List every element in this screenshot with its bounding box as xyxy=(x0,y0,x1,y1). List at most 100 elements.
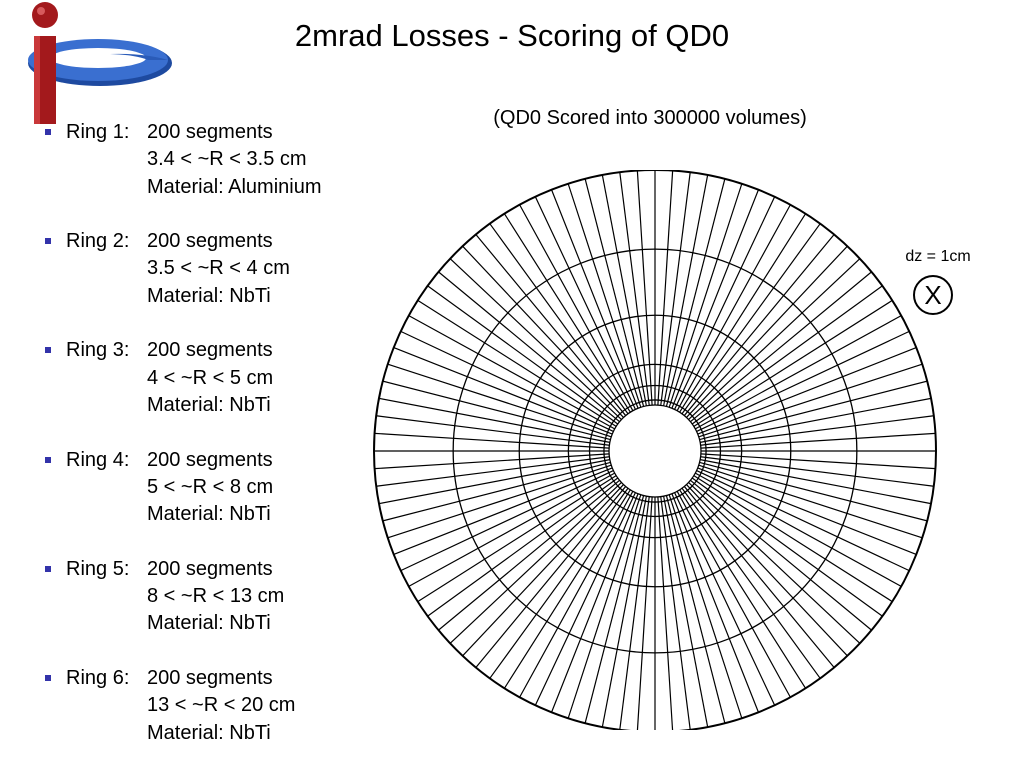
ring-radius-range: 3.4 < ~R < 3.5 cm xyxy=(147,148,307,171)
segment-divider-line xyxy=(378,397,610,443)
ring-item: Ring 3: 200 segments 4 < ~R < 5 cm Mater… xyxy=(42,337,322,419)
ring-item: Ring 6: 200 segments 13 < ~R < 20 cm Mat… xyxy=(42,665,322,747)
segment-divider-line xyxy=(686,245,848,418)
segment-divider-line xyxy=(387,464,612,539)
segment-divider-line xyxy=(668,494,743,719)
segment-divider-line xyxy=(668,183,743,408)
segment-divider-line xyxy=(690,271,872,423)
segment-divider-line xyxy=(699,380,928,441)
diagram-caption: (QD0 Scored into 300000 volumes) xyxy=(493,107,807,129)
ring-label: Ring 6: xyxy=(66,666,130,689)
ring-radius-range: 8 < ~R < 13 cm xyxy=(147,585,285,608)
segment-divider-line xyxy=(663,174,709,406)
logo-ring-front xyxy=(110,53,168,60)
segment-divider-line xyxy=(676,204,791,411)
segment-divider-line xyxy=(427,285,619,425)
segment-divider-line xyxy=(700,415,934,446)
ring-material: Material: NbTi xyxy=(147,612,271,635)
segment-divider-line xyxy=(636,170,653,406)
segment-divider-line xyxy=(683,486,835,668)
segment-divider-line xyxy=(417,299,617,427)
ring-boundary-circle xyxy=(608,404,702,498)
segment-divider-line xyxy=(503,489,631,689)
logo-ring-hole xyxy=(50,48,146,68)
segment-divider-line xyxy=(427,477,619,617)
segment-divider-line xyxy=(683,234,835,416)
segment-divider-line xyxy=(691,477,883,617)
segment-divider-line xyxy=(698,464,923,539)
segment-divider-line xyxy=(462,245,624,418)
segment-divider-line xyxy=(400,330,614,432)
segment-divider-line xyxy=(417,475,617,603)
segment-divider-line xyxy=(696,470,910,572)
segment-divider-line xyxy=(475,234,627,416)
logo-i-stem-highlight xyxy=(34,36,40,124)
segment-divider-line xyxy=(660,172,691,406)
segment-divider-line xyxy=(681,487,821,679)
ring-segments: 200 segments xyxy=(147,448,273,471)
ring-segments: 200 segments xyxy=(147,557,273,580)
segment-divider-line xyxy=(674,492,776,706)
segment-divider-line xyxy=(393,347,613,435)
segment-divider-line xyxy=(619,496,650,730)
segment-divider-line xyxy=(679,213,807,413)
dz-label: dz = 1cm xyxy=(905,248,971,265)
segment-divider-line xyxy=(551,189,639,409)
segment-divider-line xyxy=(700,432,936,449)
ring-material: Material: NbTi xyxy=(147,503,271,526)
segment-divider-line xyxy=(567,494,642,719)
segment-divider-line xyxy=(584,178,645,407)
segment-divider-line xyxy=(699,461,928,522)
slide-title: 2mrad Losses - Scoring of QD0 xyxy=(294,18,730,53)
segment-divider-line xyxy=(438,479,620,631)
ring-item: Ring 5: 200 segments 8 < ~R < 13 cm Mate… xyxy=(42,556,322,638)
segment-divider-line xyxy=(534,492,636,706)
segment-divider-line xyxy=(665,178,726,407)
segment-divider-line xyxy=(700,459,932,505)
segment-divider-line xyxy=(382,461,611,522)
ring-label: Ring 1: xyxy=(66,121,130,143)
ring-item: Ring 2: 200 segments 3.5 < ~R < 4 cm Mat… xyxy=(42,228,322,310)
segment-divider-line xyxy=(663,496,709,728)
segment-divider-line xyxy=(382,380,611,441)
ring-segments: 200 segments xyxy=(147,121,273,143)
segment-divider-line xyxy=(408,315,615,430)
segment-divider-line xyxy=(674,196,776,410)
segment-divider-line xyxy=(475,486,627,668)
logo-i-dot xyxy=(32,2,58,28)
segment-divider-line xyxy=(676,491,791,698)
ring-item: Ring 1: 200 segments 3.4 < ~R < 3.5 cm M… xyxy=(42,119,322,201)
segment-divider-line xyxy=(660,496,691,730)
ring-segments: 200 segments xyxy=(147,230,273,253)
bullet-icon xyxy=(45,565,51,572)
ring-radius-range: 4 < ~R < 5 cm xyxy=(147,366,274,389)
ring-boundary-circle xyxy=(603,399,707,503)
segment-divider-line xyxy=(551,493,639,713)
segment-divider-line xyxy=(438,271,620,423)
segment-divider-line xyxy=(690,479,872,631)
ring-label: Ring 4: xyxy=(66,448,130,471)
segment-divider-line xyxy=(700,397,932,443)
segment-divider-line xyxy=(374,432,610,449)
segment-divider-line xyxy=(657,170,674,406)
segment-divider-line xyxy=(698,363,923,438)
segment-divider-line xyxy=(408,472,615,587)
segment-divider-line xyxy=(693,475,893,603)
segment-divider-line xyxy=(519,491,634,698)
segment-divider-line xyxy=(695,315,902,430)
segment-divider-line xyxy=(696,330,910,432)
ring-label: Ring 3: xyxy=(66,339,130,362)
ipc-logo xyxy=(28,2,172,124)
segment-divider-line xyxy=(376,415,610,446)
segment-divider-line xyxy=(489,487,629,679)
ring-material: Material: NbTi xyxy=(147,393,271,416)
segment-divider-line xyxy=(691,285,883,425)
bullet-icon xyxy=(45,238,51,245)
segment-divider-line xyxy=(665,495,726,724)
ring-material: Material: NbTi xyxy=(147,284,271,307)
segment-divider-line xyxy=(601,174,647,406)
logo-i-dot-highlight xyxy=(37,7,45,15)
segment-divider-line xyxy=(697,467,917,555)
ring-radius-range: 5 < ~R < 8 cm xyxy=(147,475,274,498)
segment-divider-line xyxy=(619,172,650,406)
